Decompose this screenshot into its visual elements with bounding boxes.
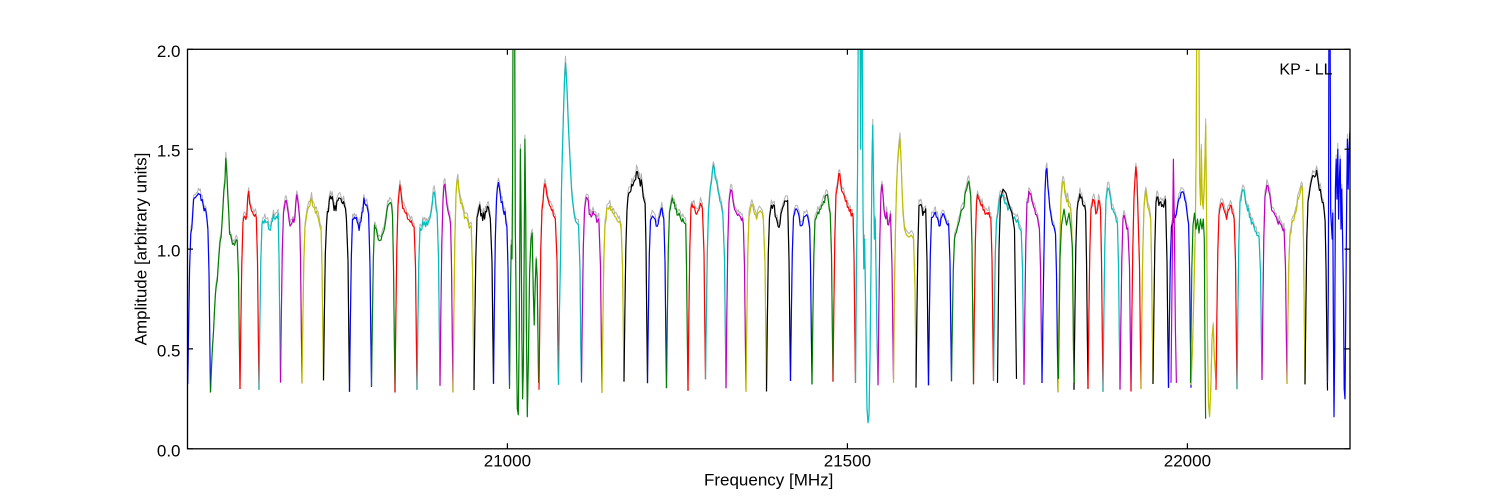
svg-text:21500: 21500 — [824, 452, 871, 471]
svg-text:KP - LL: KP - LL — [1279, 62, 1332, 79]
svg-text:Frequency [MHz]: Frequency [MHz] — [704, 471, 833, 490]
svg-text:Amplitude [arbitrary units]: Amplitude [arbitrary units] — [132, 153, 151, 346]
svg-text:1.0: 1.0 — [157, 242, 181, 261]
svg-text:1.5: 1.5 — [157, 142, 181, 161]
svg-text:22000: 22000 — [1164, 452, 1211, 471]
svg-text:0.0: 0.0 — [157, 441, 181, 460]
svg-text:21000: 21000 — [484, 452, 531, 471]
svg-text:0.5: 0.5 — [157, 341, 181, 360]
svg-text:2.0: 2.0 — [157, 42, 181, 61]
